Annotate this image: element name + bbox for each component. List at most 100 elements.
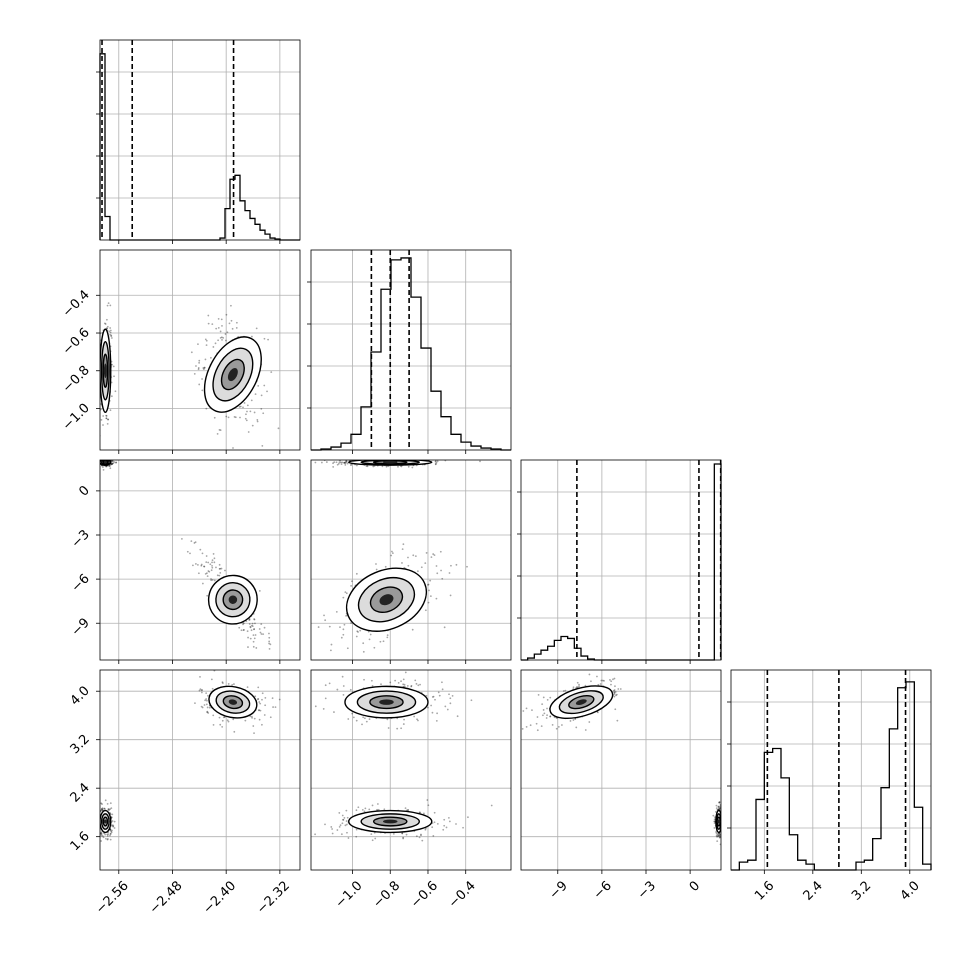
sample-point (610, 680, 613, 683)
sample-point (197, 572, 200, 575)
sample-point (436, 460, 439, 463)
sample-point (345, 460, 348, 463)
sample-point (110, 463, 113, 466)
sample-point (339, 461, 342, 464)
sample-point (617, 688, 620, 690)
panel-frame (99, 249, 301, 451)
sample-point (107, 808, 110, 811)
sample-point (411, 628, 414, 631)
sample-point (246, 686, 249, 689)
sample-point (247, 646, 249, 648)
sample-point (542, 709, 545, 711)
sample-point (100, 809, 102, 812)
sample-point (574, 718, 577, 721)
sample-point (103, 458, 105, 460)
sample-point (718, 836, 721, 839)
sample-point (722, 800, 724, 802)
sample-point (233, 730, 236, 733)
sample-point (715, 831, 717, 833)
sample-point (201, 552, 204, 555)
sample-point (194, 541, 197, 543)
panel-frame (520, 669, 722, 871)
sample-point (252, 640, 255, 643)
sample-point (613, 691, 616, 694)
sample-point (455, 823, 457, 825)
sample-point (235, 327, 238, 329)
sample-point (225, 415, 228, 418)
sample-point (204, 573, 207, 575)
sample-point (207, 712, 210, 714)
scatter-panel-3-2 (515, 669, 725, 871)
sample-point (278, 698, 281, 701)
panel-frame (99, 669, 301, 871)
sample-point (221, 719, 224, 722)
sample-point (448, 693, 450, 696)
sample-point (412, 554, 415, 557)
sample-point (722, 813, 724, 815)
sample-point (243, 402, 246, 404)
sample-point (400, 680, 402, 683)
sample-point (98, 458, 100, 460)
sample-point (198, 359, 201, 362)
sample-point (218, 428, 221, 431)
sample-point (250, 335, 253, 338)
sample-point (263, 384, 266, 387)
sample-point (599, 683, 602, 685)
y-tick-label: 1.6 (68, 829, 93, 854)
sample-point (443, 824, 446, 827)
sample-point (490, 804, 493, 807)
sample-point (615, 693, 618, 696)
sample-point (253, 732, 255, 735)
sample-point (247, 431, 250, 433)
sample-point (438, 694, 441, 697)
sample-point (434, 460, 437, 462)
sample-point (249, 715, 252, 718)
sample-point (97, 461, 99, 463)
sample-point (339, 626, 341, 629)
density-contour (103, 460, 107, 464)
sample-point (254, 622, 256, 625)
sample-point (366, 465, 369, 468)
sample-point (515, 706, 517, 708)
sample-point (214, 342, 217, 345)
sample-point (435, 597, 438, 600)
sample-point (613, 695, 616, 698)
sample-point (385, 465, 388, 468)
panel-frame (310, 459, 512, 661)
sample-point (575, 686, 578, 688)
sample-point (417, 719, 419, 722)
sample-point (254, 634, 257, 636)
sample-point (347, 837, 350, 839)
y-tick-label: −3 (69, 527, 93, 551)
sample-point (227, 683, 230, 685)
sample-point (98, 820, 100, 822)
sample-point (557, 726, 560, 728)
sample-point (572, 719, 575, 721)
sample-point (221, 725, 224, 728)
sample-point (109, 331, 112, 334)
sample-point (716, 833, 719, 836)
sample-point (109, 833, 112, 835)
sample-point (248, 618, 251, 621)
sample-point (109, 304, 112, 307)
sample-point (718, 801, 721, 804)
sample-point (345, 823, 348, 826)
panel-content (515, 673, 725, 846)
sample-point (210, 569, 213, 572)
sample-point (336, 463, 339, 466)
sample-point (199, 548, 202, 551)
sample-point (375, 563, 377, 565)
sample-point (206, 706, 209, 709)
sample-point (355, 809, 358, 812)
sample-point (330, 826, 333, 828)
sample-point (211, 687, 214, 690)
sample-point (94, 822, 96, 824)
sample-point (723, 817, 725, 819)
sample-point (212, 714, 215, 717)
sample-point (98, 342, 100, 344)
sample-point (429, 457, 431, 459)
sample-point (613, 689, 616, 691)
sample-point (713, 820, 716, 823)
sample-point (441, 681, 443, 684)
sample-point (346, 816, 349, 819)
